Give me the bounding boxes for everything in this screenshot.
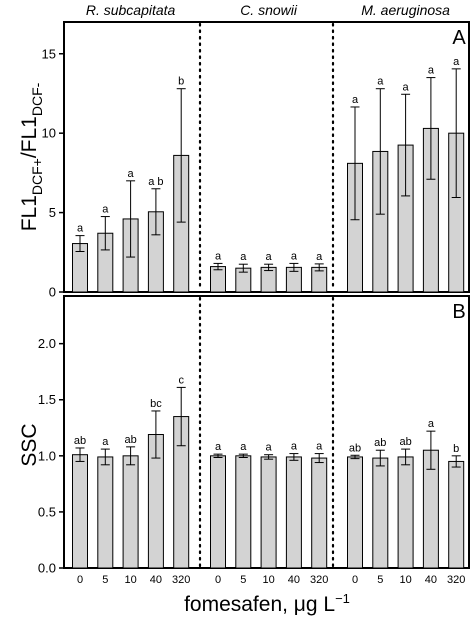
species-header: C. snowii <box>240 2 298 18</box>
y-axis-title-part: FL1 <box>18 195 41 231</box>
y-tick-label: 5 <box>49 205 56 220</box>
significance-label: a <box>291 441 298 453</box>
significance-label: a <box>352 94 359 106</box>
y-tick-label: 1.0 <box>38 448 56 463</box>
significance-label: a <box>266 251 273 263</box>
y-tick-label: 2.0 <box>38 336 56 351</box>
significance-label: ab <box>349 442 361 454</box>
y-axis-title: SSC <box>18 423 41 466</box>
x-tick-label: 40 <box>288 574 300 586</box>
bar <box>235 455 252 569</box>
bar <box>210 266 226 293</box>
x-tick-label: 5 <box>102 574 108 586</box>
y-axis-title-subscript: DCF+ <box>29 158 45 195</box>
y-tick-label: 0.0 <box>38 561 56 576</box>
significance-label: a <box>316 441 323 453</box>
significance-label: a b <box>148 176 163 188</box>
significance-label: a <box>102 436 109 448</box>
significance-label: a <box>453 56 460 68</box>
significance-label: bc <box>150 398 162 410</box>
bar <box>97 456 114 569</box>
significance-label: a <box>377 76 384 88</box>
significance-label: a <box>240 251 247 263</box>
y-tick-label: 0.5 <box>38 504 56 519</box>
x-axis-title-text: fomesafen, μg L <box>184 593 335 616</box>
bar <box>285 456 302 569</box>
bar <box>448 460 465 569</box>
x-tick-label: 320 <box>447 574 465 586</box>
species-header: R. subcapitata <box>86 2 176 18</box>
y-tick-label: 10 <box>42 126 56 141</box>
bar <box>260 266 277 293</box>
bar <box>397 456 414 569</box>
x-tick-label: 5 <box>240 574 246 586</box>
significance-label: a <box>128 168 135 180</box>
y-tick-label: 1.5 <box>38 392 56 407</box>
x-tick-label: 320 <box>310 574 328 586</box>
x-tick-label: 0 <box>352 574 358 586</box>
significance-label: a <box>240 441 247 453</box>
y-tick-label: 0 <box>49 285 56 300</box>
significance-label: c <box>178 374 184 386</box>
significance-label: a <box>428 65 435 77</box>
x-tick-label: 10 <box>262 574 274 586</box>
significance-label: a <box>215 441 222 453</box>
significance-label: ab <box>74 435 86 447</box>
significance-label: b <box>453 443 459 455</box>
significance-label: a <box>77 223 84 235</box>
bar <box>210 455 226 569</box>
x-tick-label: 10 <box>124 574 136 586</box>
significance-label: a <box>428 418 435 430</box>
x-tick-label: 320 <box>172 574 190 586</box>
x-tick-label: 40 <box>425 574 437 586</box>
y-axis-title-subscript: DCF- <box>29 82 45 116</box>
significance-label: a <box>316 251 323 263</box>
y-axis-title: FL1DCF+/FL1DCF- <box>18 82 45 231</box>
significance-label: a <box>215 250 222 262</box>
significance-label: ab <box>399 436 411 448</box>
x-tick-label: 0 <box>215 574 221 586</box>
panel-letter: B <box>452 301 465 323</box>
bar <box>260 456 277 569</box>
bar <box>72 454 88 569</box>
x-tick-label: 0 <box>77 574 83 586</box>
x-tick-label: 5 <box>377 574 383 586</box>
significance-label: a <box>266 442 273 454</box>
x-axis-title: fomesafen, μg L−1 <box>184 591 350 616</box>
significance-label: ab <box>374 437 386 449</box>
bar <box>372 457 389 569</box>
significance-label: a <box>102 204 109 216</box>
significance-label: a <box>291 250 298 262</box>
bar <box>347 456 363 569</box>
bar <box>122 455 139 569</box>
y-tick-label: 15 <box>42 46 56 61</box>
significance-label: a <box>403 81 410 93</box>
bar <box>311 457 328 569</box>
species-header: M. aeruginosa <box>361 2 450 18</box>
y-axis-title-part: /FL1 <box>18 116 41 158</box>
significance-label: ab <box>124 434 136 446</box>
x-tick-label: 10 <box>399 574 411 586</box>
panel-letter: A <box>452 27 466 49</box>
x-tick-label: 40 <box>150 574 162 586</box>
x-axis-title-exponent: −1 <box>335 591 350 606</box>
significance-label: b <box>178 76 184 88</box>
